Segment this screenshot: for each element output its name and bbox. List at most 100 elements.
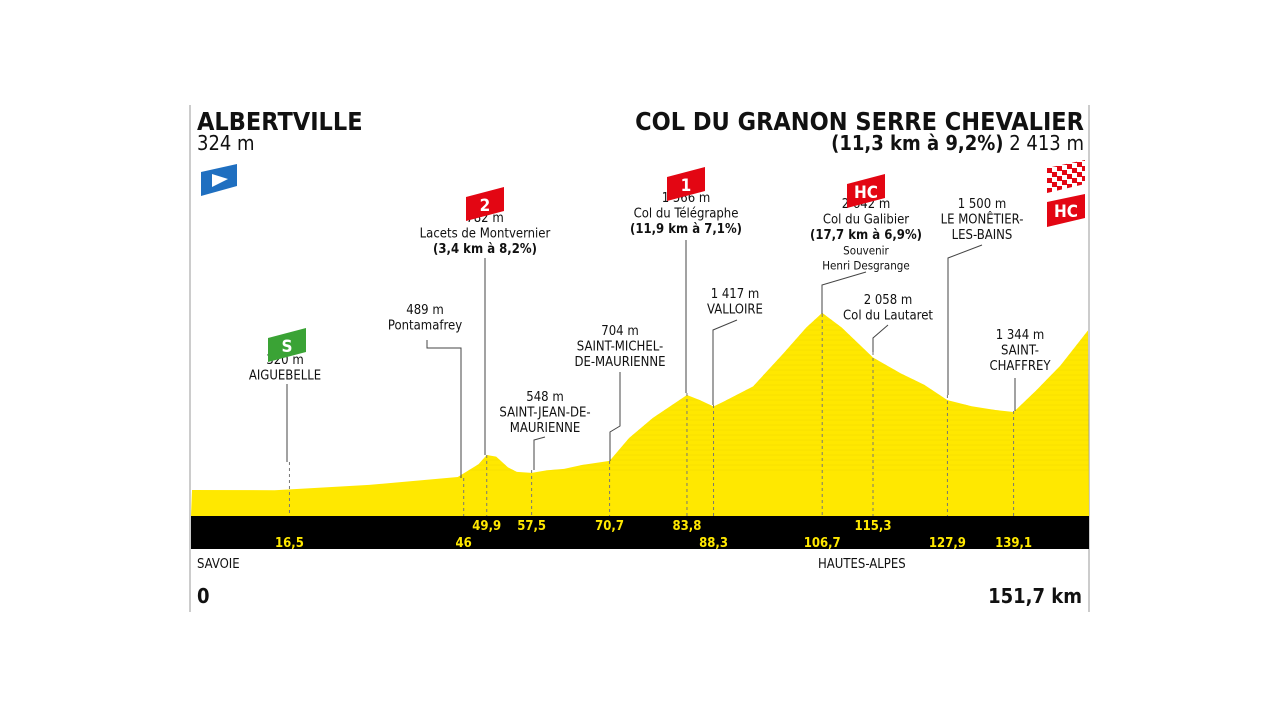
- flag-square: [1052, 162, 1057, 167]
- climb-badge: [466, 187, 504, 221]
- point-altitude: 1 417 m: [711, 287, 760, 302]
- point-name: Col du Galibier: [823, 213, 909, 228]
- point-altitude: 1 344 m: [996, 328, 1045, 343]
- flag-square: [1057, 166, 1062, 171]
- flag-square: [1047, 178, 1052, 183]
- km-band: [191, 516, 1089, 549]
- flag-square: [1047, 160, 1052, 163]
- flag-square: [1077, 172, 1082, 177]
- leader-line: [872, 324, 889, 352]
- finish-badge-text: HC: [1054, 202, 1078, 222]
- flag-squares: [1047, 160, 1085, 193]
- badge-text: HC: [854, 183, 878, 203]
- flag-square: [1072, 168, 1077, 173]
- flag-square: [1062, 160, 1067, 165]
- flag-square: [1082, 166, 1085, 171]
- flag-square: [1062, 170, 1067, 175]
- km-label: 83,8: [673, 519, 702, 534]
- start-name: ALBERTVILLE: [197, 107, 363, 136]
- km-label: 115,3: [855, 519, 892, 534]
- badge-text: 2: [480, 196, 491, 216]
- point-name: Col du Lautaret: [843, 309, 933, 324]
- flag-square: [1082, 160, 1085, 161]
- flag-square: [1072, 188, 1077, 193]
- km-label: 70,7: [595, 519, 624, 534]
- distance-end: 151,7 km: [988, 584, 1082, 608]
- km-label: 139,1: [995, 536, 1032, 551]
- flag-square: [1057, 186, 1062, 191]
- climb-detail: (11,9 km à 7,1%): [630, 222, 742, 237]
- km-label: 49,9: [472, 519, 501, 534]
- km-label: 46: [456, 536, 472, 551]
- badge-text: S: [281, 337, 292, 357]
- flag-square: [1077, 182, 1082, 187]
- flag-square: [1067, 164, 1072, 169]
- point-note: Souvenir: [843, 244, 889, 258]
- point-name: Pontamafrey: [388, 319, 462, 334]
- leader-line: [426, 340, 462, 478]
- flag-square: [1067, 174, 1072, 179]
- point-altitude: 704 m: [601, 324, 638, 339]
- flag-square: [1082, 176, 1085, 181]
- flag-square: [1077, 162, 1082, 167]
- point-name: VALLOIRE: [707, 303, 763, 318]
- region: HAUTES-ALPES: [818, 557, 906, 572]
- flag-square: [1062, 190, 1067, 193]
- km-label: 88,3: [699, 536, 728, 551]
- flag-square: [1072, 178, 1077, 183]
- finish-altitude: 2 413 m: [1009, 131, 1084, 155]
- region: SAVOIE: [197, 557, 240, 572]
- flag-square: [1062, 180, 1067, 185]
- flag-square: [1052, 172, 1057, 177]
- finish-climb: (11,3 km à 9,2%): [831, 131, 1003, 155]
- flag-square: [1047, 188, 1052, 193]
- point-name: LE MONÊTIER-: [941, 212, 1024, 228]
- flag-square: [1082, 186, 1085, 191]
- km-label: 127,9: [929, 536, 966, 551]
- finish-badge: HC: [1047, 194, 1085, 227]
- leader-line: [712, 319, 738, 405]
- flag-square: [1052, 192, 1057, 193]
- km-label: 57,5: [517, 519, 546, 534]
- point-altitude: 1 500 m: [958, 197, 1007, 212]
- finish-name: COL DU GRANON SERRE CHEVALIER: [635, 107, 1084, 136]
- point-note: Henri Desgrange: [822, 259, 910, 273]
- point-name: Lacets de Montvernier: [420, 227, 551, 242]
- badge-text: 1: [681, 176, 692, 196]
- climb-badge: [268, 328, 306, 362]
- climb-badge: [667, 167, 705, 201]
- finish-info: (11,3 km à 9,2%) 2 413 m: [831, 131, 1084, 155]
- finish-flag: [1047, 160, 1085, 193]
- point-name: AIGUEBELLE: [249, 369, 321, 384]
- point-altitude: 548 m: [526, 390, 563, 405]
- point-name: MAURIENNE: [510, 421, 581, 436]
- km-label: 106,7: [804, 536, 841, 551]
- point-altitude: 489 m: [406, 303, 443, 318]
- flag-square: [1047, 168, 1052, 173]
- climb-badge: [847, 174, 885, 208]
- start-altitude: 324 m: [197, 131, 255, 155]
- leader-line: [609, 372, 621, 461]
- point-name: CHAFFREY: [989, 359, 1051, 374]
- distance-start: 0: [197, 584, 210, 608]
- point-name: SAINT-: [1001, 344, 1039, 359]
- start-flag: [201, 164, 237, 196]
- point-name: DE-MAURIENNE: [574, 355, 665, 370]
- leader-line: [533, 436, 546, 470]
- point-name: LES-BAINS: [952, 228, 1013, 243]
- climb-detail: (3,4 km à 8,2%): [433, 242, 537, 257]
- point-name: SAINT-MICHEL-: [577, 340, 663, 355]
- flag-square: [1057, 160, 1062, 161]
- point-name: SAINT-JEAN-DE-: [499, 406, 590, 421]
- flag-square: [1052, 182, 1057, 187]
- flag-square: [1067, 184, 1072, 189]
- flag-square: [1057, 176, 1062, 181]
- point-name: Col du Télégraphe: [634, 207, 739, 222]
- km-label: 16,5: [275, 536, 304, 551]
- leader-line: [821, 271, 867, 314]
- leader-line: [947, 244, 983, 395]
- point-altitude: 2 058 m: [864, 293, 913, 308]
- flag-square: [1072, 160, 1077, 163]
- climb-detail: (17,7 km à 6,9%): [810, 228, 922, 243]
